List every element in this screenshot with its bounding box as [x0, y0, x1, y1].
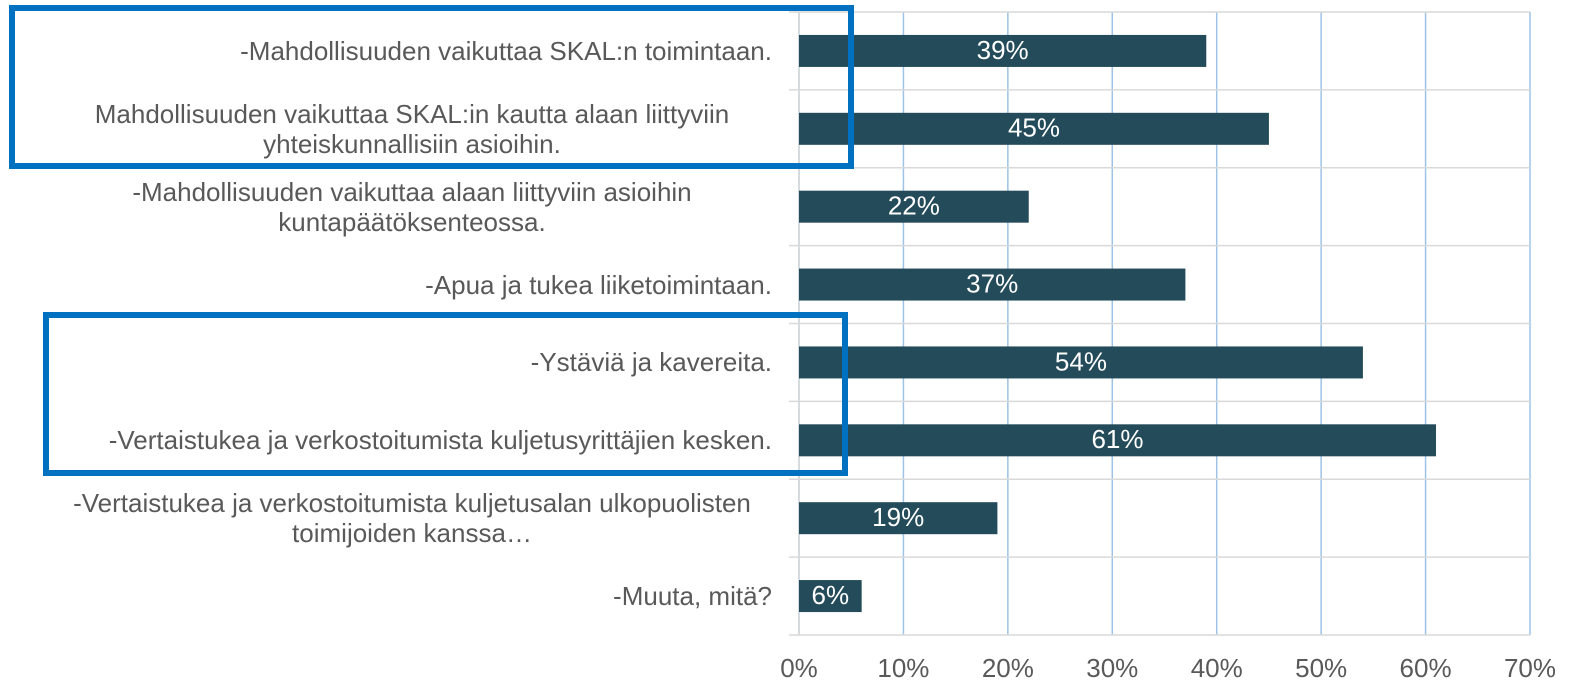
x-tick-label: 40% [1191, 653, 1243, 683]
y-tick-label-box: -Apua ja tukea liiketoimintaan. [52, 270, 772, 300]
data-label: 22% [888, 191, 940, 221]
y-tick-label-box: Mahdollisuuden vaikuttaa SKAL:in kautta … [52, 99, 772, 159]
y-tick-label-box: -Muuta, mitä? [52, 581, 772, 611]
x-tick-label: 70% [1504, 653, 1556, 683]
x-tick-label: 0% [780, 653, 818, 683]
y-tick-label: -Apua ja tukea liiketoimintaan. [425, 269, 772, 300]
x-tick-label: 20% [982, 653, 1034, 683]
x-tick-label: 10% [877, 653, 929, 683]
bar [799, 34, 1207, 67]
y-tick-label: -Vertaistukea ja verkostoitumista kuljet… [73, 488, 751, 549]
data-label: 54% [1055, 346, 1107, 376]
y-tick-label-box: -Vertaistukea ja verkostoitumista kuljet… [52, 425, 772, 455]
x-tick-label: 50% [1295, 653, 1347, 683]
x-tick-label: 30% [1086, 653, 1138, 683]
y-tick-label: -Muuta, mitä? [613, 581, 772, 612]
y-tick-label-box: -Vertaistukea ja verkostoitumista kuljet… [52, 488, 772, 548]
y-tick-label-box: -Mahdollisuuden vaikuttaa SKAL:n toimint… [52, 36, 772, 66]
y-tick-label: -Mahdollisuuden vaikuttaa alaan liittyvi… [132, 176, 692, 237]
x-tick-label: 60% [1400, 653, 1452, 683]
y-tick-label: -Ystäviä ja kavereita. [530, 347, 772, 378]
bar [799, 268, 1186, 301]
bar [799, 502, 998, 535]
y-tick-label-box: -Ystäviä ja kavereita. [52, 347, 772, 377]
data-label: 6% [812, 580, 850, 610]
bar [799, 112, 1269, 145]
data-label: 45% [1008, 113, 1060, 143]
y-tick-label: -Vertaistukea ja verkostoitumista kuljet… [108, 425, 772, 456]
bar [799, 424, 1437, 457]
y-tick-label: -Mahdollisuuden vaikuttaa SKAL:n toimint… [240, 35, 772, 66]
data-label: 19% [872, 502, 924, 532]
bar [799, 580, 862, 613]
data-label: 39% [977, 35, 1029, 65]
y-tick-label: Mahdollisuuden vaikuttaa SKAL:in kautta … [94, 98, 730, 159]
bar [799, 346, 1363, 379]
data-label: 37% [966, 268, 1018, 298]
data-label: 61% [1091, 424, 1143, 454]
y-tick-label-box: -Mahdollisuuden vaikuttaa alaan liittyvi… [52, 177, 772, 237]
bar [799, 190, 1029, 223]
